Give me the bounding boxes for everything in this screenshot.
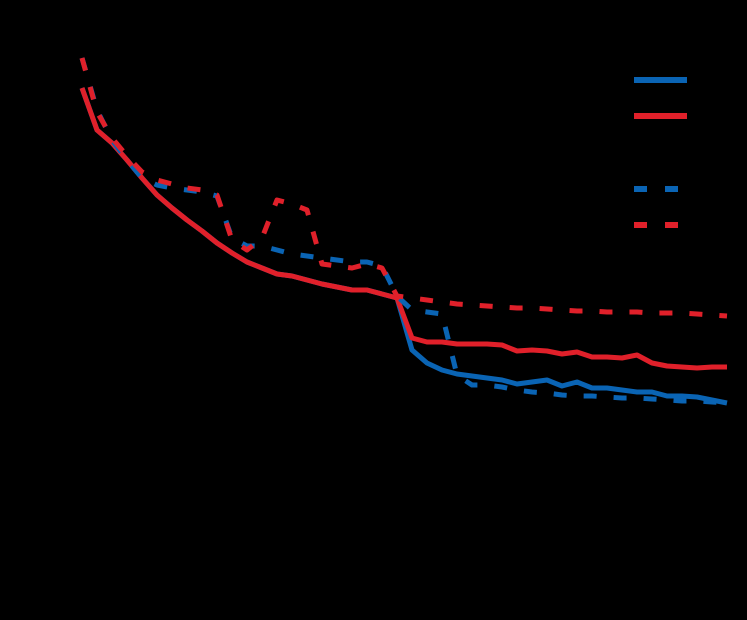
series-red-dashed — [79, 57, 728, 319]
series-red-solid — [79, 87, 727, 371]
